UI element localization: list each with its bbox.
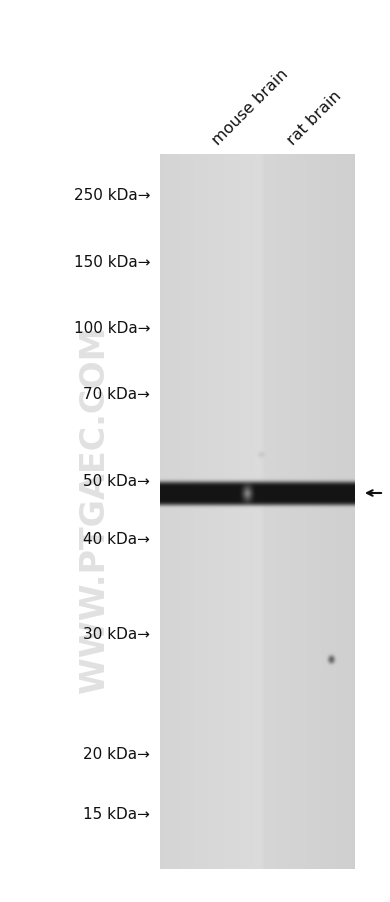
Text: 20 kDa→: 20 kDa→ (83, 747, 150, 761)
Text: 100 kDa→: 100 kDa→ (73, 321, 150, 336)
Text: WWW.PTGAEC.COM: WWW.PTGAEC.COM (78, 327, 112, 693)
Text: mouse brain: mouse brain (209, 66, 291, 148)
Text: 15 kDa→: 15 kDa→ (83, 806, 150, 822)
Text: 70 kDa→: 70 kDa→ (83, 387, 150, 402)
Text: 250 kDa→: 250 kDa→ (73, 189, 150, 203)
Text: rat brain: rat brain (284, 88, 344, 148)
Text: 150 kDa→: 150 kDa→ (73, 255, 150, 271)
Text: 30 kDa→: 30 kDa→ (83, 627, 150, 642)
Text: 40 kDa→: 40 kDa→ (83, 532, 150, 547)
Text: 50 kDa→: 50 kDa→ (83, 474, 150, 489)
